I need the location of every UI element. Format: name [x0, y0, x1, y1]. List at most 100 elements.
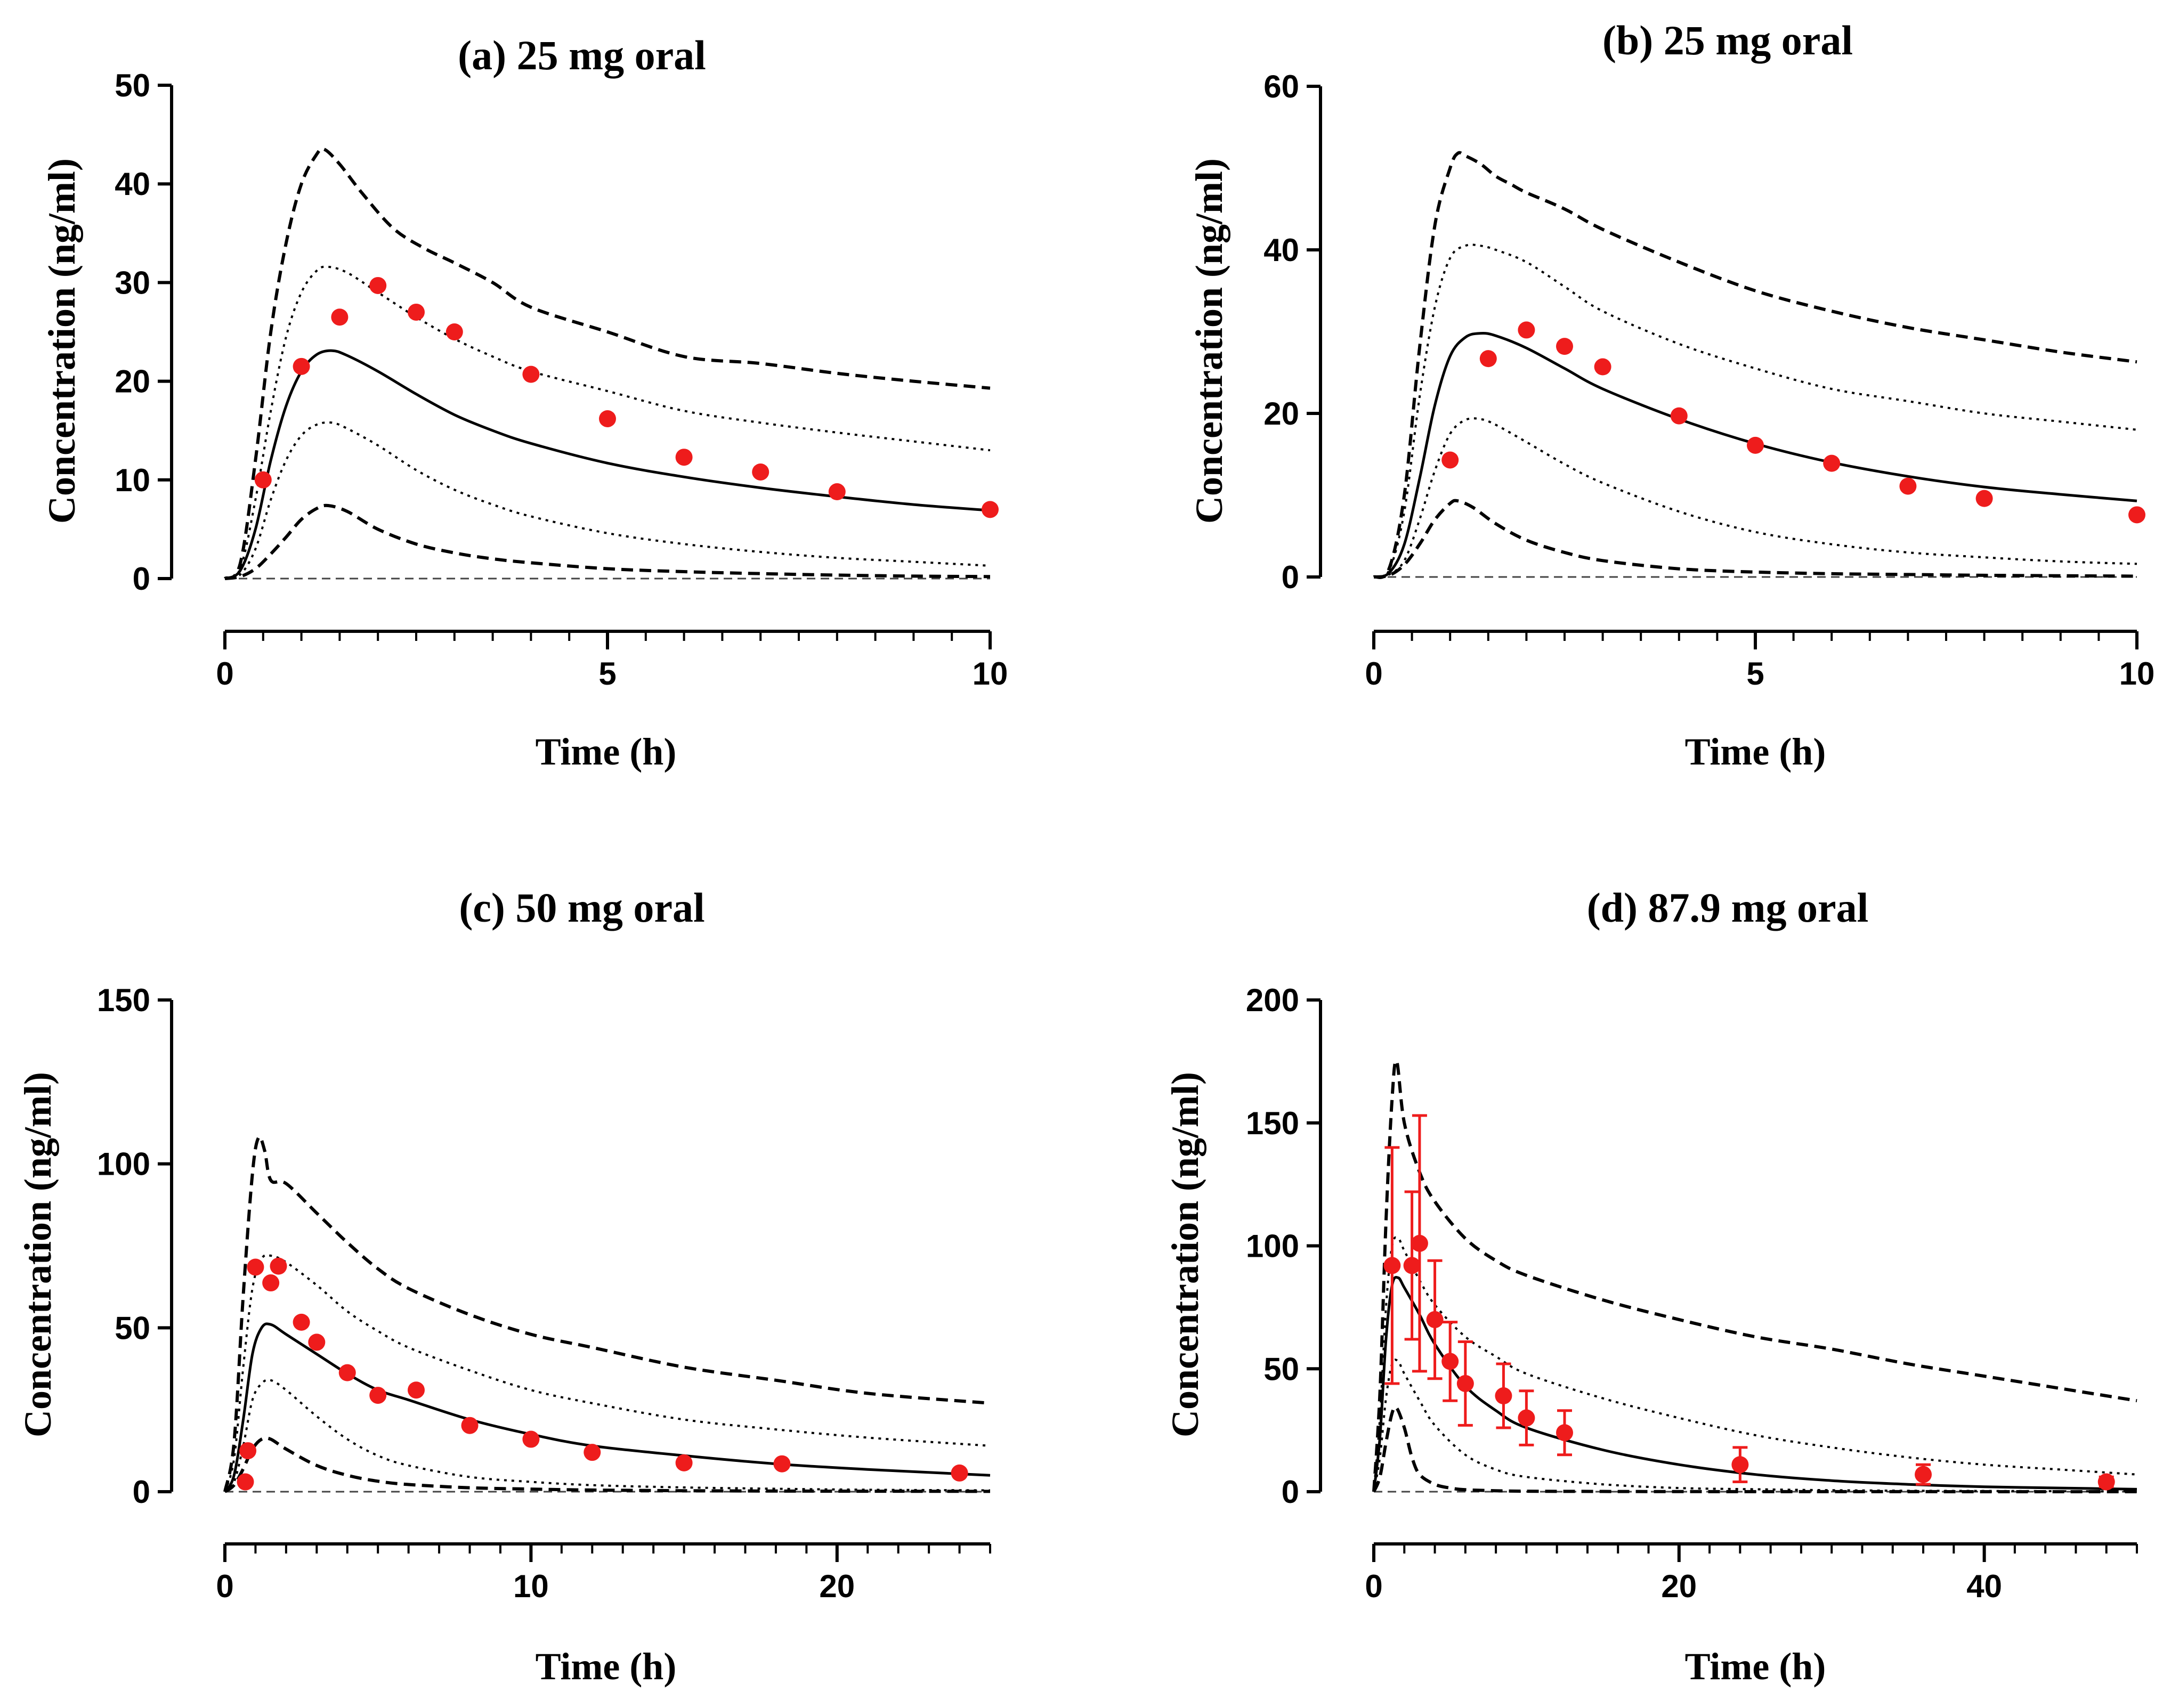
y-tick-label: 30 [115, 265, 150, 300]
x-tick-label: 10 [973, 656, 1008, 692]
x-tick-label: 5 [1746, 656, 1764, 692]
series-line-dotted [1373, 1359, 2137, 1493]
x-tick-label: 20 [819, 1568, 855, 1604]
observed-point [237, 1473, 254, 1491]
y-tick-label: 20 [115, 364, 150, 400]
observed-point [1441, 451, 1459, 469]
panel-b-plot: 0 20 40 60 0 5 10 [1263, 69, 2154, 692]
observed-point [522, 1430, 540, 1448]
series-line-dotted [224, 1379, 991, 1493]
series-line-solid [1373, 331, 2137, 579]
observed-point [599, 410, 616, 427]
panel-a-title: (a) 25 mg oral [458, 32, 706, 78]
observed-point [982, 501, 999, 518]
y-tick-label: 0 [133, 1474, 150, 1510]
series-line-dashed [224, 1436, 991, 1493]
observed-point [675, 449, 693, 466]
panel-d-xlabel: Time (h) [1685, 1645, 1826, 1688]
observed-point [254, 471, 272, 489]
series-line-dotted [224, 265, 991, 580]
observed-point [1747, 436, 1764, 454]
observed-point [247, 1258, 264, 1276]
panel-b-title: (b) 25 mg oral [1602, 17, 1853, 63]
observed-point [1594, 358, 1611, 376]
observed-point [1556, 338, 1573, 355]
observed-point [1518, 1409, 1535, 1427]
observed-point [1670, 407, 1688, 425]
series-line-dashed [223, 1135, 991, 1492]
x-tick-label: 0 [1365, 656, 1382, 692]
observed-point [1411, 1234, 1428, 1252]
observed-point [1441, 1353, 1459, 1370]
y-tick-label: 50 [115, 1310, 150, 1346]
panel-a-ylabel: Concentration (ng/ml) [40, 158, 83, 524]
observed-point [1899, 477, 1917, 495]
observed-point [1975, 490, 1993, 507]
observed-point [293, 1313, 310, 1331]
observed-point [461, 1417, 479, 1434]
series-line-solid [1372, 1275, 2137, 1492]
y-tick-label: 50 [1263, 1351, 1299, 1387]
x-tick-label: 10 [513, 1568, 549, 1604]
observed-point [1403, 1257, 1421, 1274]
series-line-dashed [1372, 1405, 2137, 1494]
observed-point [445, 323, 463, 340]
y-tick-label: 100 [1246, 1229, 1299, 1264]
observed-point [2097, 1473, 2115, 1491]
observed-point [584, 1444, 601, 1461]
y-tick-label: 0 [133, 561, 150, 597]
observed-point [828, 483, 846, 501]
observed-point [522, 365, 540, 383]
panel-b-ylabel: Concentration (ng/ml) [1188, 158, 1230, 524]
series-line-dotted [224, 1254, 991, 1492]
y-tick-label: 150 [97, 982, 150, 1018]
observed-point [1456, 1374, 1474, 1392]
observed-point [239, 1442, 257, 1460]
series-line-dashed [1372, 1059, 2137, 1492]
panel-a-xlabel: Time (h) [536, 730, 677, 773]
observed-point [1383, 1257, 1401, 1274]
y-tick-label: 150 [1246, 1105, 1299, 1141]
y-tick-label: 200 [1246, 982, 1299, 1018]
x-tick-label: 20 [1661, 1568, 1697, 1604]
panel-d-title: (d) 87.9 mg oral [1587, 884, 1869, 931]
series-line-solid [223, 1322, 991, 1493]
observed-point [951, 1464, 968, 1482]
panel-c-plot: 0 50 100 150 0 10 20 [97, 982, 991, 1604]
y-tick-label: 0 [1282, 1474, 1299, 1510]
panel-d-plot: 0 50 100 150 200 0 20 40 [1246, 982, 2138, 1604]
observed-point [2128, 506, 2145, 524]
observed-point [270, 1257, 287, 1275]
observed-point [1479, 350, 1497, 368]
observed-point [338, 1364, 356, 1381]
observed-point [675, 1454, 693, 1471]
y-tick-label: 100 [97, 1146, 150, 1182]
x-tick-label: 0 [216, 656, 233, 692]
series-line-dashed [1373, 151, 2137, 579]
series-line-solid [224, 349, 991, 580]
observed-point [408, 303, 425, 321]
series-line-dashed [224, 503, 991, 580]
panel-d: (d) 87.9 mg oral Concentration (ng/ml) T… [1164, 884, 2138, 1688]
observed-point [331, 308, 349, 326]
y-tick-label: 20 [1263, 396, 1299, 432]
panel-b-xlabel: Time (h) [1685, 730, 1826, 773]
x-tick-label: 5 [598, 656, 616, 692]
observed-point [293, 357, 310, 375]
panel-d-ylabel: Concentration (ng/ml) [1164, 1072, 1206, 1437]
observed-point [1518, 321, 1535, 339]
observed-point [1731, 1456, 1749, 1474]
panel-b: (b) 25 mg oral Concentration (ng/ml) Tim… [1188, 17, 2154, 773]
y-tick-label: 10 [115, 462, 150, 498]
observed-point [1915, 1466, 1932, 1483]
panel-c-ylabel: Concentration (ng/ml) [17, 1072, 59, 1437]
observed-point [1426, 1311, 1444, 1328]
panel-a: (a) 25 mg oral Concentration (ng/ml) Tim… [40, 32, 1008, 773]
x-tick-label: 40 [1966, 1568, 2002, 1604]
observed-point [1823, 454, 1841, 472]
x-tick-label: 0 [216, 1568, 233, 1604]
series-line-dashed [223, 147, 991, 580]
y-tick-label: 50 [115, 68, 150, 103]
observed-point [369, 1387, 387, 1404]
